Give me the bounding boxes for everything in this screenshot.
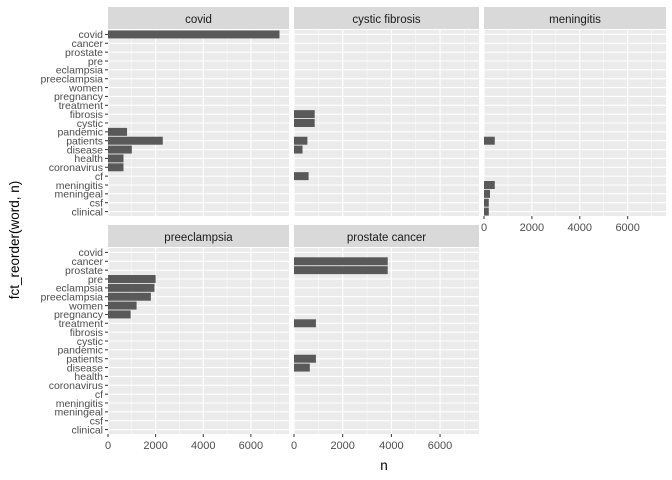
y-tick-label-cystic: cystic [77, 118, 103, 130]
x-tick-label-6000: 6000 [615, 222, 639, 234]
x-axis-title: n [380, 458, 388, 473]
y-tick-label-preeclampsia: preeclampsia [41, 74, 104, 86]
x-tick-label-6000: 6000 [428, 440, 452, 452]
y-tick-label-meningeal: meningeal [55, 407, 103, 419]
x-tick-label-4000: 4000 [191, 440, 215, 452]
x-tick-label-4000: 4000 [568, 222, 592, 234]
bar-covid-disease [108, 145, 132, 154]
y-tick-label-cancer: cancer [71, 256, 103, 268]
facet-strip-covid [108, 7, 289, 29]
y-tick-label-cf: cf [95, 389, 103, 401]
bar-preeclampsia-women [108, 301, 137, 310]
y-tick-label-health: health [74, 153, 103, 165]
y-tick-label-eclampsia: eclampsia [56, 65, 103, 77]
y-tick-label-women: women [68, 82, 103, 94]
bar-covid-coronavirus [108, 163, 124, 172]
y-tick-label-cancer: cancer [71, 38, 103, 50]
facet-strip-label-prostate-cancer: prostate cancer [347, 232, 426, 244]
bar-prostate-cancer-disease [294, 363, 310, 372]
bar-meningitis-meningitis [484, 181, 495, 189]
x-tick-label-4000: 4000 [379, 440, 403, 452]
bar-prostate-cancer-treatment [294, 319, 316, 328]
bar-preeclampsia-pregnancy [108, 310, 131, 319]
y-tick-label-preeclampsia: preeclampsia [41, 292, 104, 304]
y-tick-label-pandemic: pandemic [57, 127, 103, 139]
y-tick-label-treatment: treatment [59, 318, 103, 330]
y-tick-label-disease: disease [67, 144, 103, 156]
facet-strip-prostate-cancer [294, 225, 479, 247]
y-tick-label-meningitis: meningitis [56, 398, 103, 410]
bar-meningitis-meningeal [484, 189, 490, 198]
bar-meningitis-csf [484, 198, 489, 207]
y-tick-label-coronavirus: coronavirus [49, 162, 103, 174]
y-tick-label-pre: pre [88, 56, 103, 68]
x-tick-label-0: 0 [481, 222, 487, 234]
facet-strip-meningitis [484, 7, 666, 29]
bar-preeclampsia-preeclampsia [108, 292, 151, 301]
bar-meningitis-clinical [484, 207, 489, 216]
y-tick-label-patients: patients [66, 354, 103, 366]
y-tick-label-pandemic: pandemic [57, 345, 103, 357]
y-tick-label-cystic: cystic [77, 336, 103, 348]
bar-meningitis-patients [484, 136, 495, 145]
bar-covid-pandemic [108, 127, 128, 136]
y-tick-label-prostate: prostate [65, 47, 103, 59]
facet-strip-cystic-fibrosis [294, 7, 479, 29]
y-tick-label-pregnancy: pregnancy [54, 309, 104, 321]
bar-covid-health [108, 154, 124, 163]
y-tick-label-disease: disease [67, 362, 103, 374]
bar-prostate-cancer-cancer [294, 257, 388, 266]
bar-cystic-fibrosis-cystic [294, 119, 315, 127]
x-tick-label-2000: 2000 [143, 440, 167, 452]
y-tick-label-patients: patients [66, 136, 103, 148]
bar-cystic-fibrosis-patients [294, 136, 308, 145]
facet-strip-label-covid: covid [185, 14, 212, 26]
y-tick-label-fibrosis: fibrosis [70, 327, 103, 339]
bar-cystic-fibrosis-cf [294, 172, 309, 181]
y-tick-label-meningitis: meningitis [56, 180, 103, 192]
y-tick-label-pregnancy: pregnancy [54, 91, 104, 103]
x-tick-label-2000: 2000 [520, 222, 544, 234]
bar-cystic-fibrosis-disease [294, 145, 303, 154]
bar-prostate-cancer-patients [294, 354, 316, 363]
y-tick-label-covid: covid [78, 29, 103, 41]
y-tick-label-pre: pre [88, 274, 103, 286]
y-tick-label-health: health [74, 371, 103, 383]
facet-strip-label-meningitis: meningitis [549, 14, 601, 26]
bar-covid-patients [108, 136, 163, 145]
bar-covid-covid [108, 30, 280, 39]
y-tick-label-fibrosis: fibrosis [70, 109, 103, 121]
y-tick-label-clinical: clinical [71, 206, 103, 218]
y-tick-label-csf: csf [90, 198, 104, 210]
y-tick-label-women: women [68, 300, 103, 312]
x-tick-label-0: 0 [291, 440, 297, 452]
y-tick-label-coronavirus: coronavirus [49, 380, 103, 392]
bar-preeclampsia-eclampsia [108, 283, 155, 292]
bar-prostate-cancer-prostate [294, 266, 388, 275]
y-tick-label-cf: cf [95, 171, 103, 183]
bar-cystic-fibrosis-fibrosis [294, 110, 315, 119]
x-tick-label-2000: 2000 [330, 440, 354, 452]
x-tick-label-6000: 6000 [239, 440, 263, 452]
facet-strip-label-preeclampsia: preeclampsia [164, 232, 233, 244]
facet-strip-label-cystic-fibrosis: cystic fibrosis [352, 14, 421, 26]
bar-preeclampsia-pre [108, 275, 156, 283]
y-tick-label-meningeal: meningeal [55, 189, 103, 201]
y-tick-label-eclampsia: eclampsia [56, 283, 103, 295]
facet-strip-preeclampsia [108, 225, 289, 247]
y-tick-label-covid: covid [78, 247, 103, 259]
y-axis-title: fct_reorder(word, n) [7, 181, 22, 300]
y-tick-label-treatment: treatment [59, 100, 103, 112]
y-tick-label-csf: csf [90, 416, 104, 428]
x-tick-label-0: 0 [105, 440, 111, 452]
y-tick-label-clinical: clinical [71, 424, 103, 436]
y-tick-label-prostate: prostate [65, 265, 103, 277]
